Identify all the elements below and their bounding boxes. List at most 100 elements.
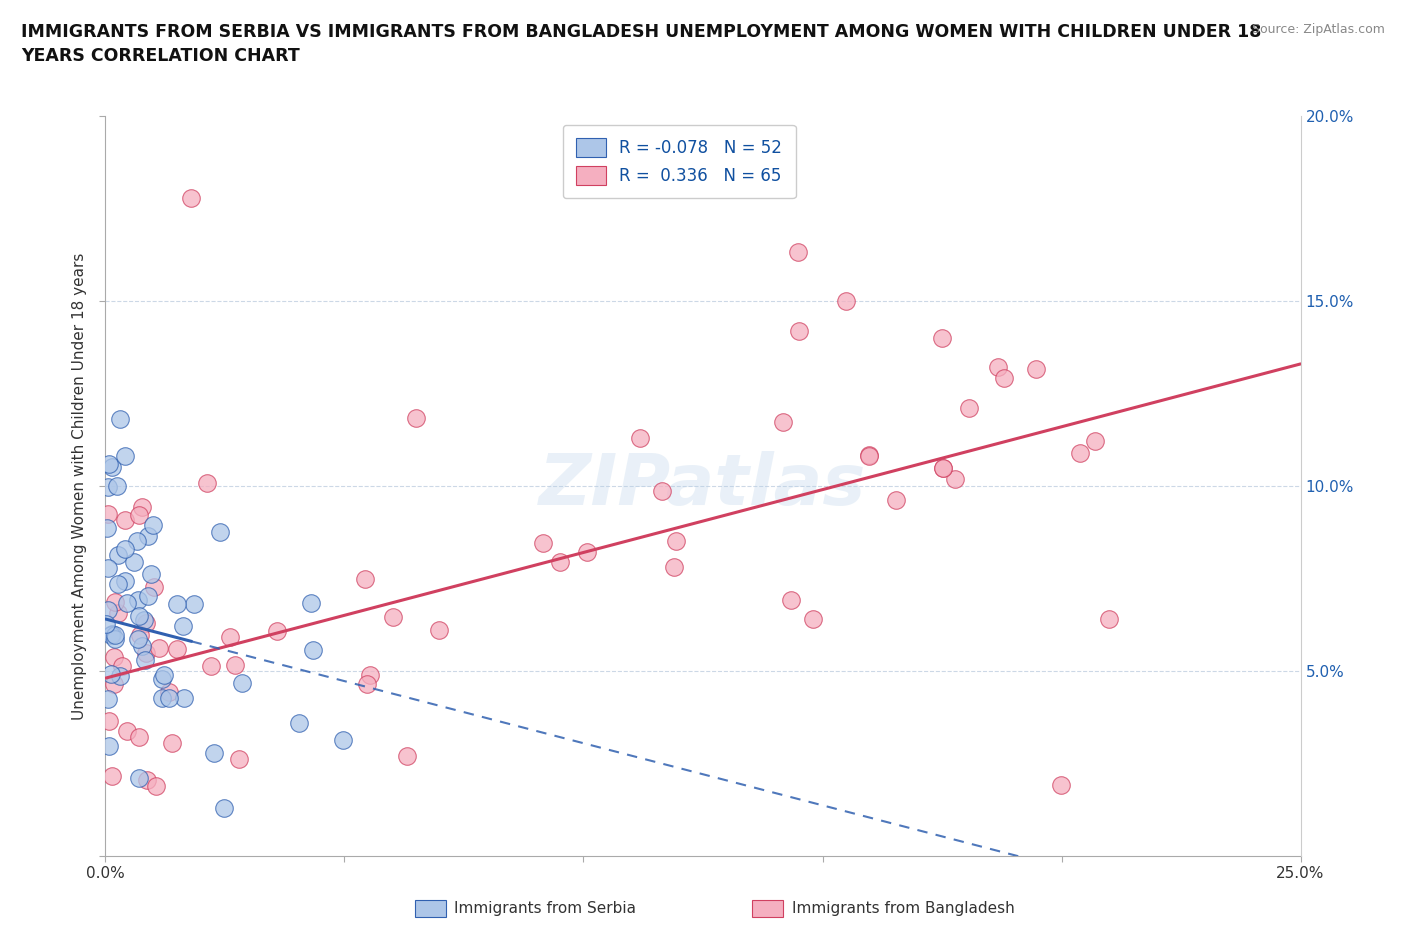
Point [200,659,222,674]
Point [166,642,188,657]
Point [150,691,173,706]
Point [157,684,180,699]
Point [122,555,145,570]
Legend: R = -0.078   N = 52, R =  0.336   N = 65: R = -0.078 N = 52, R = 0.336 N = 65 [562,125,796,198]
Point [884,493,907,508]
Point [131,639,153,654]
Point [987,360,1010,375]
Point [162,736,184,751]
Point [219,630,242,644]
Point [664,533,686,548]
Point [98,457,121,472]
Point [97,561,120,576]
Point [173,690,195,705]
Point [142,580,165,595]
Point [128,507,150,522]
Point [772,415,794,430]
Point [142,517,165,532]
Point [104,631,127,646]
Point [101,626,124,641]
Point [302,643,325,658]
Point [97,479,120,494]
Point [396,749,419,764]
Point [134,653,156,668]
Text: Immigrants from Bangladesh: Immigrants from Bangladesh [792,901,1014,916]
Point [127,631,149,646]
Point [100,459,122,474]
Point [266,623,288,638]
Point [104,594,127,609]
Point [1084,433,1107,448]
Point [128,628,150,643]
Point [359,668,381,683]
Point [858,448,880,463]
Point [301,596,323,611]
Point [1049,777,1071,792]
Point [114,542,136,557]
Point [801,612,824,627]
Point [628,431,651,445]
Point [105,478,128,493]
Point [114,512,136,527]
Point [787,245,810,259]
Text: Source: ZipAtlas.com: Source: ZipAtlas.com [1251,23,1385,36]
Point [136,529,159,544]
Point [353,572,375,587]
Point [115,596,138,611]
Point [100,628,122,643]
Point [148,641,170,656]
Point [97,713,120,728]
Point [332,733,354,748]
Point [107,577,129,591]
Point [166,596,188,611]
Point [100,769,122,784]
Point [128,609,150,624]
Point [550,554,572,569]
Point [103,650,125,665]
Point [107,547,129,562]
Point [132,612,155,627]
Point [228,752,250,767]
Point [96,521,118,536]
Point [405,410,427,425]
Point [127,534,149,549]
Point [135,773,157,788]
Point [1069,445,1091,460]
Point [159,690,181,705]
Y-axis label: Unemployment Among Women with Children Under 18 years: Unemployment Among Women with Children U… [72,252,87,720]
Point [943,472,966,486]
Point [195,475,218,490]
Point [957,400,980,415]
Point [931,460,953,475]
Point [202,745,225,760]
Text: IMMIGRANTS FROM SERBIA VS IMMIGRANTS FROM BANGLADESH UNEMPLOYMENT AMONG WOMEN WI: IMMIGRANTS FROM SERBIA VS IMMIGRANTS FRO… [21,23,1261,65]
Point [114,449,136,464]
Point [662,559,685,574]
Point [931,330,953,345]
Point [1025,362,1047,377]
Text: ZIPatlas: ZIPatlas [540,451,866,521]
Point [135,645,157,660]
Point [114,574,136,589]
Point [103,677,125,692]
Point [183,597,205,612]
Point [97,692,120,707]
Point [779,592,801,607]
Point [150,671,173,686]
Text: Immigrants from Serbia: Immigrants from Serbia [454,901,636,916]
Point [172,618,194,633]
Point [288,716,311,731]
Point [111,658,134,673]
Point [141,566,163,581]
Point [104,628,127,643]
Point [932,461,955,476]
Point [131,499,153,514]
Point [575,545,598,560]
Point [128,771,150,786]
Point [108,412,131,427]
Point [1098,612,1121,627]
Point [651,484,673,498]
Point [209,525,232,539]
Point [127,592,149,607]
Point [858,448,880,463]
